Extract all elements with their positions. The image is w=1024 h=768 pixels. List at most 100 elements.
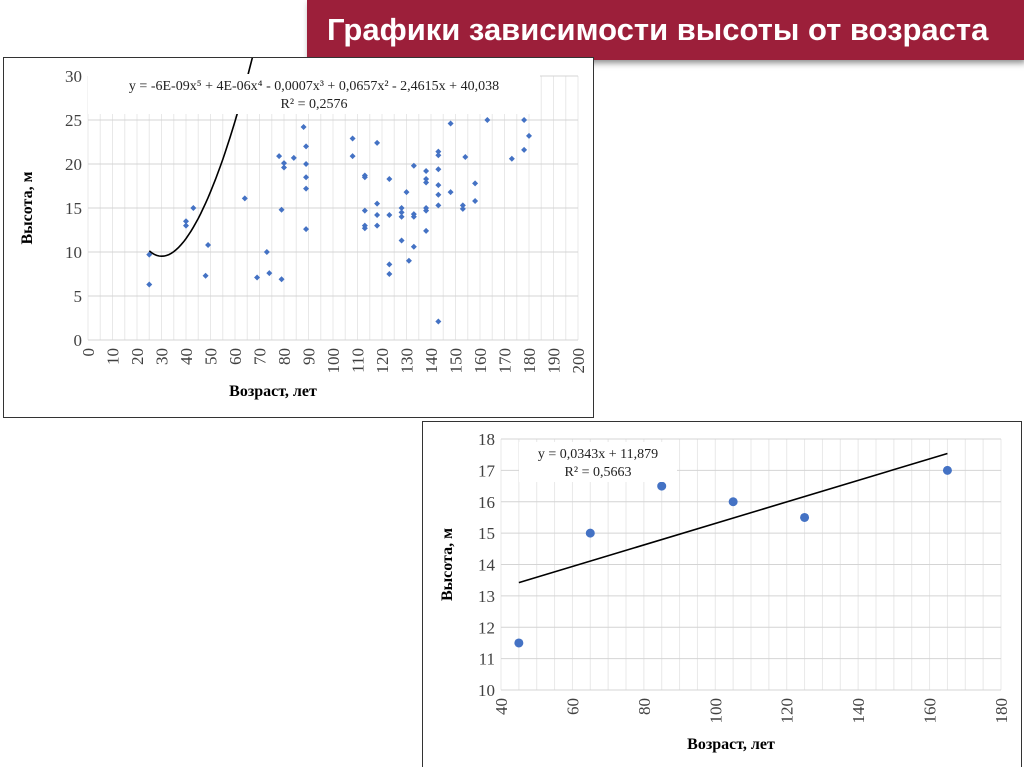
data-point: [435, 202, 442, 209]
data-point: [484, 117, 491, 123]
data-point: [263, 249, 270, 255]
data-point: [349, 135, 356, 142]
data-point: [508, 155, 515, 162]
x-tick-label: 120: [373, 348, 392, 374]
x-tick-label: 70: [251, 348, 270, 365]
data-point: [472, 197, 479, 204]
x-tick-label: 50: [202, 348, 221, 365]
x-tick-label: 140: [849, 698, 868, 724]
x-tick-label: 60: [563, 698, 582, 715]
trendline-equation: y = -6E-09x⁵ + 4E-06x⁴ - 0,0007x³ + 0,06…: [129, 79, 499, 94]
data-point: [398, 205, 405, 211]
data-point: [190, 205, 197, 211]
trendline-equation: y = 0,0343x + 11,879: [538, 447, 658, 462]
y-tick-label: 14: [478, 556, 496, 575]
data-point: [276, 153, 283, 160]
data-point: [303, 185, 310, 192]
data-point: [435, 152, 442, 159]
trendline: [148, 58, 254, 258]
chart-polynomial-svg: 0 5 10 15 20 25 30 0 10 20 30 40 50 60 70 80 90 100 110 120…: [19, 58, 588, 400]
data-point: [728, 497, 738, 507]
data-point: [278, 276, 285, 283]
x-tick-label: 170: [496, 348, 515, 374]
data-point: [800, 512, 810, 522]
x-tick-label: 180: [520, 348, 539, 374]
x-tick-label: 60: [226, 348, 245, 365]
y-tick-label: 10: [478, 681, 495, 700]
data-point: [241, 195, 248, 202]
y-axis-title: Высота, м: [19, 171, 36, 244]
x-tick-label: 40: [177, 348, 196, 365]
x-tick-label: 90: [300, 348, 319, 365]
data-point: [657, 481, 667, 491]
trendline-r2: R² = 0,2576: [281, 97, 348, 112]
x-tick-label: 80: [275, 348, 294, 365]
data-point: [146, 251, 153, 258]
chart-panel-linear: 10 11 12 13 14 15 16 17 18 40 60 80 100 120 140 160 180 В…: [422, 421, 1022, 767]
chart-linear-svg: 10 11 12 13 14 15 16 17 18 40 60 80 100 120 140 160 180 В…: [439, 430, 1011, 753]
data-point: [405, 257, 412, 264]
data-point: [300, 124, 307, 131]
y-tick-label: 0: [74, 331, 83, 350]
data-point: [435, 318, 442, 325]
data-point: [410, 213, 417, 220]
data-point: [146, 281, 153, 288]
x-tick-label: 80: [635, 698, 654, 715]
y-tick-label: 12: [478, 618, 495, 637]
data-point: [303, 161, 310, 167]
data-point: [459, 205, 466, 212]
y-tick-label: 18: [478, 430, 495, 449]
data-point: [462, 153, 469, 160]
data-point: [254, 274, 261, 281]
data-point: [459, 202, 466, 209]
x-tick-label: 160: [471, 348, 490, 374]
data-point: [303, 174, 310, 181]
y-tick-label: 25: [65, 111, 82, 130]
y-tick-label: 15: [478, 524, 495, 543]
data-point: [386, 175, 393, 182]
chart-panel-polynomial: 0 5 10 15 20 25 30 0 10 20 30 40 50 60 70 80 90 100 110 120…: [3, 57, 594, 418]
x-tick-label: 10: [104, 348, 123, 365]
x-tick-label: 20: [128, 348, 147, 365]
data-point: [361, 225, 368, 232]
data-point: [374, 139, 381, 146]
y-axis-title: Высота, м: [439, 528, 456, 601]
data-point: [183, 222, 189, 229]
data-point: [281, 160, 287, 167]
x-tick-label: 40: [492, 698, 511, 715]
data-point: [435, 182, 442, 189]
data-point: [410, 162, 417, 169]
slide-title: Графики зависимости высоты от возраста: [327, 12, 989, 47]
data-point: [423, 175, 430, 182]
x-axis-title: Возраст, лет: [229, 383, 317, 400]
data-point: [435, 148, 442, 155]
data-point: [423, 168, 430, 175]
data-point: [205, 241, 212, 248]
data-point: [526, 132, 532, 139]
y-tick-label: 13: [478, 587, 495, 606]
data-point: [435, 191, 442, 198]
data-point: [281, 164, 287, 171]
data-point: [398, 237, 405, 244]
x-tick-label: 110: [349, 348, 368, 373]
x-tick-label: 200: [569, 348, 588, 374]
data-point: [447, 120, 454, 127]
x-tick-label: 100: [706, 698, 725, 724]
data-point: [374, 212, 381, 219]
data-point: [374, 200, 381, 207]
slide-title-bar: Графики зависимости высоты от возраста: [307, 0, 1024, 60]
trendline-r2: R² = 0,5663: [565, 465, 632, 480]
trendline: [518, 452, 948, 584]
data-point: [423, 179, 430, 186]
data-point: [403, 189, 410, 196]
data-point: [521, 117, 528, 123]
data-point: [435, 166, 442, 173]
y-tick-label: 17: [478, 461, 496, 480]
data-point: [447, 189, 454, 196]
data-point: [202, 272, 209, 279]
y-tick-label: 15: [65, 199, 82, 218]
data-point: [410, 243, 417, 250]
data-point: [521, 146, 528, 153]
x-tick-label: 0: [79, 348, 98, 357]
x-tick-label: 160: [921, 698, 940, 724]
